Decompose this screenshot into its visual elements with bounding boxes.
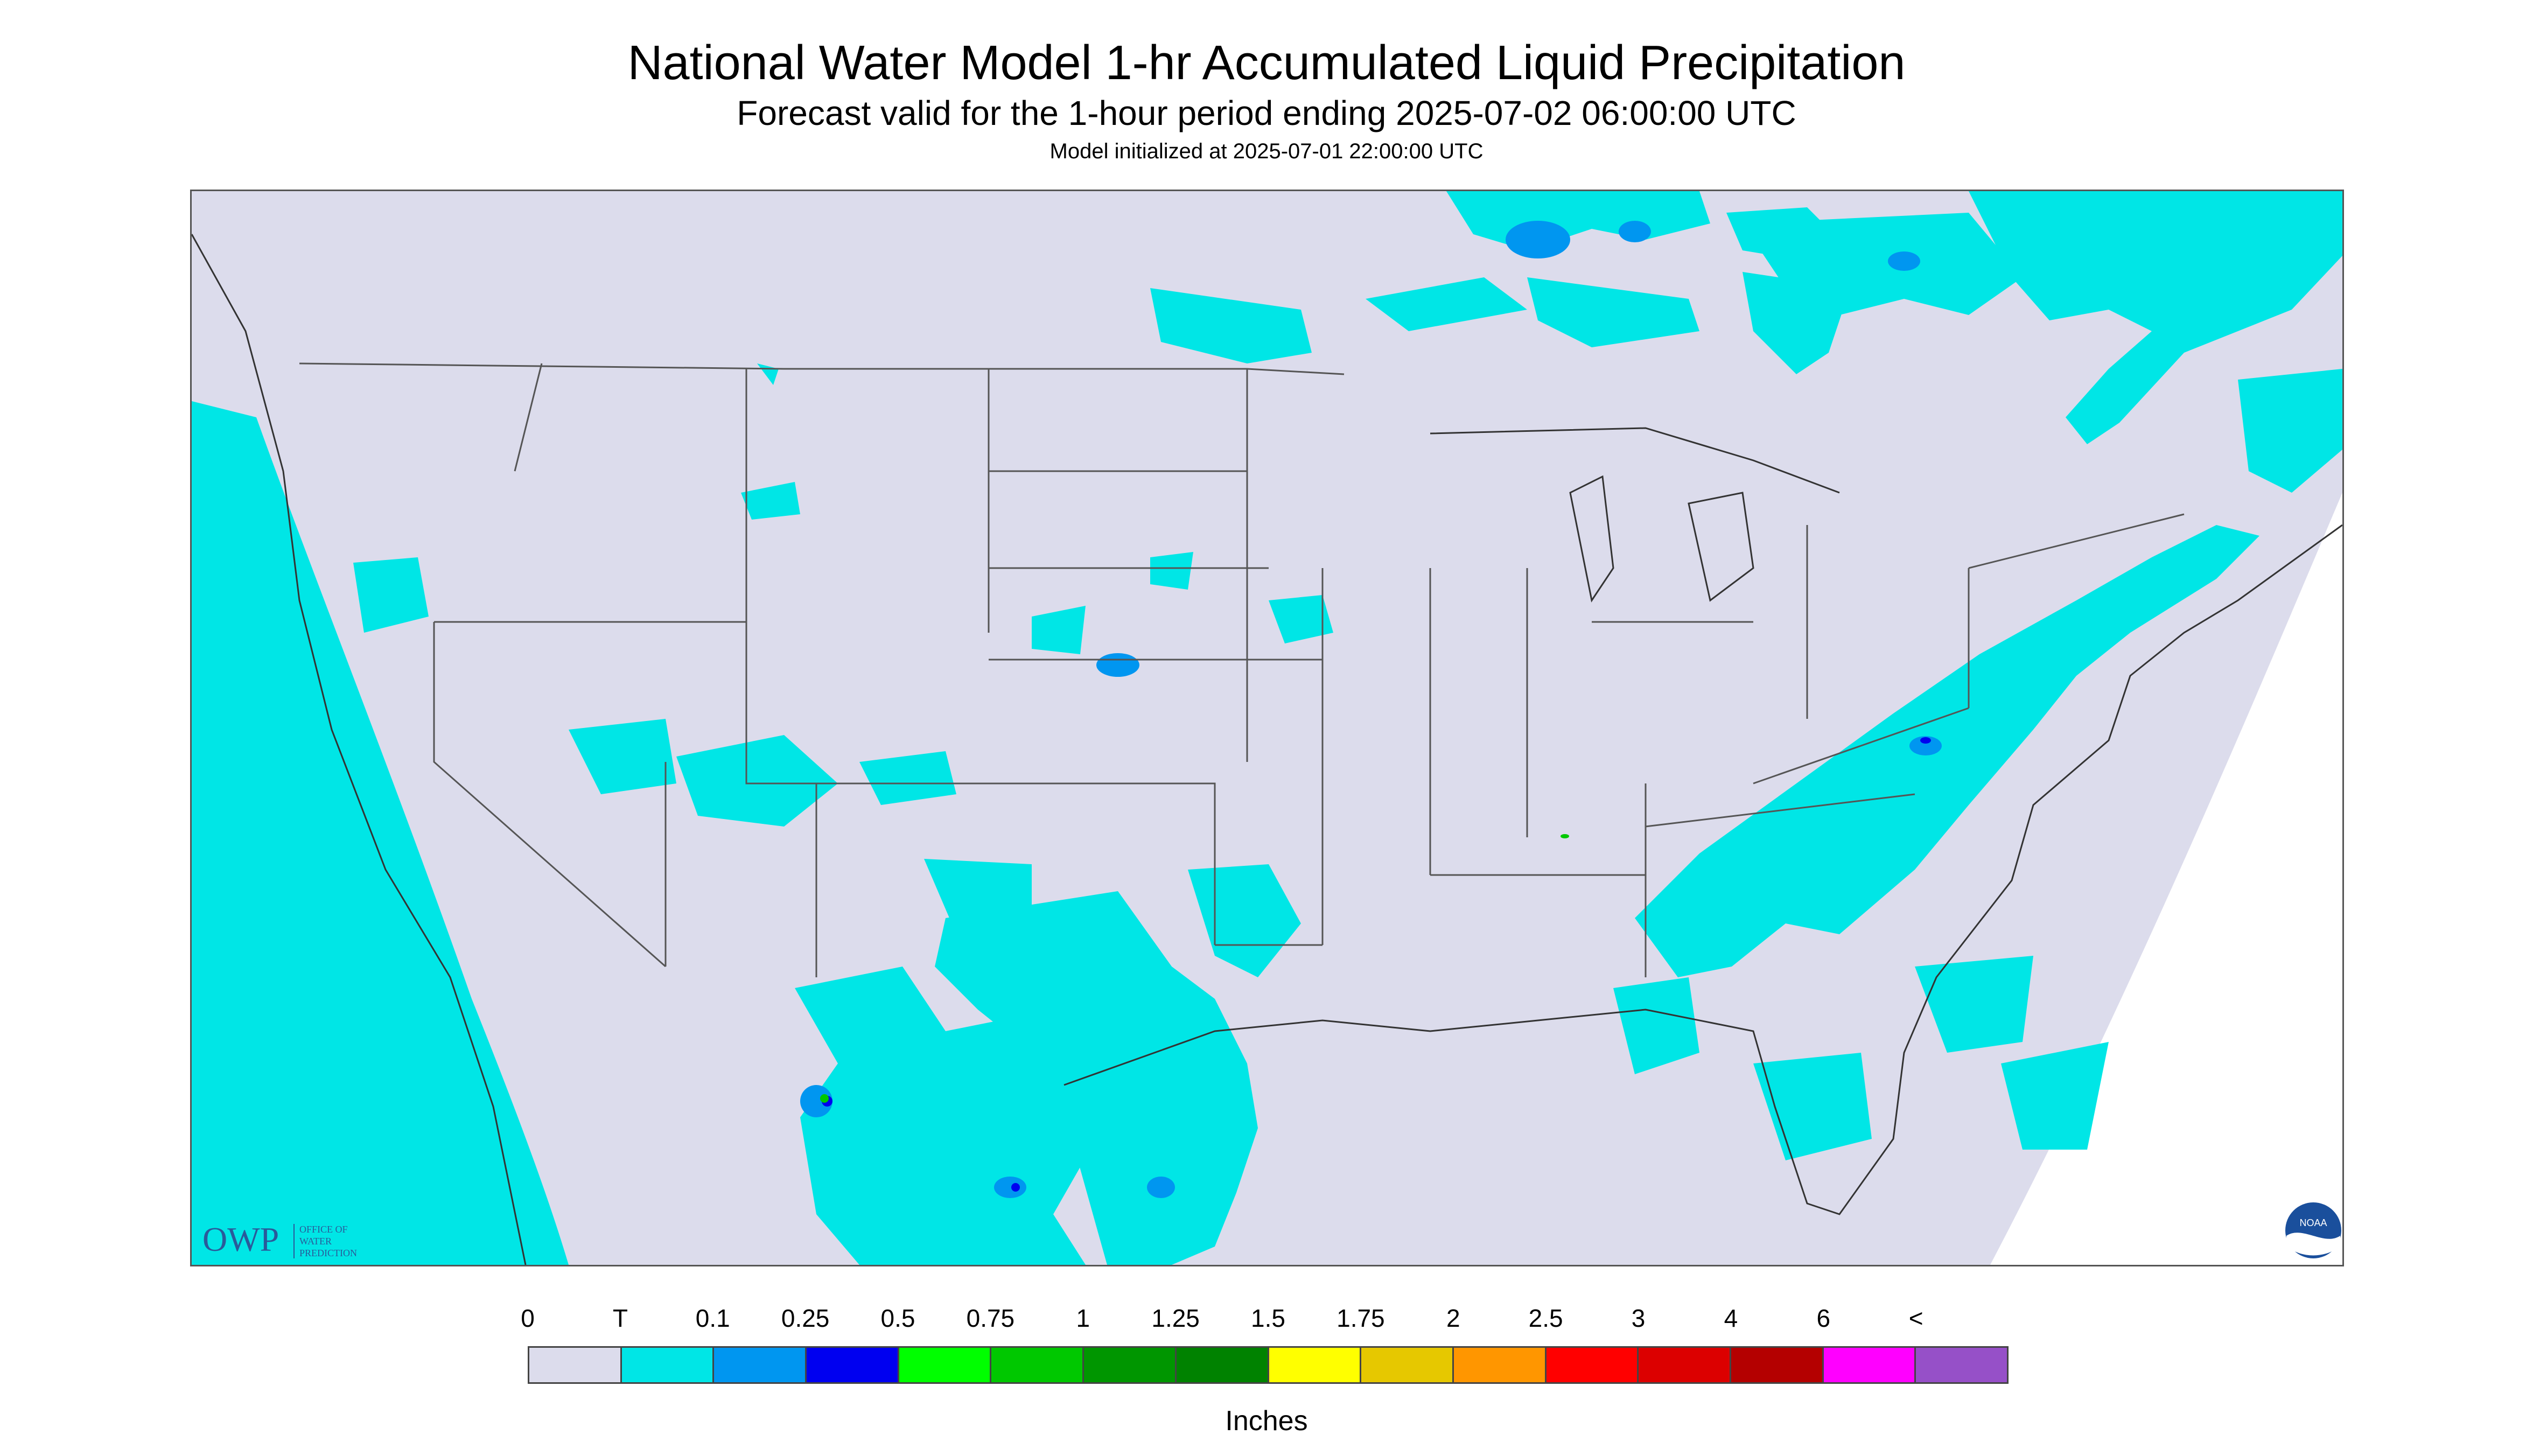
- legend-swatch: [714, 1348, 807, 1382]
- moderate-precip-cores: [800, 221, 1942, 1198]
- legend-swatch: [1916, 1348, 2007, 1382]
- owp-logo: OWP OFFICE OF WATER PREDICTION: [202, 1220, 357, 1258]
- legend-tick-label: 0.1: [695, 1304, 730, 1332]
- legend-swatch: [1823, 1348, 1916, 1382]
- legend-tick-label: 2: [1446, 1304, 1460, 1332]
- legend-swatch: [1176, 1348, 1269, 1382]
- legend-swatch: [1639, 1348, 1731, 1382]
- noaa-text: NOAA: [2299, 1217, 2327, 1228]
- legend-tick-label: 0.5: [880, 1304, 915, 1332]
- legend-tick-label: 3: [1631, 1304, 1646, 1332]
- map-title: National Water Model 1-hr Accumulated Li…: [627, 36, 1906, 90]
- owp-mark: OWP: [202, 1220, 279, 1258]
- northern-precip: [353, 191, 2342, 654]
- coastlines: [192, 234, 2342, 1265]
- legend-tick-label: 0: [521, 1304, 535, 1332]
- southern-precip: [569, 719, 1301, 1265]
- legend-tick-label: T: [612, 1304, 628, 1332]
- legend-swatch: [1453, 1348, 1547, 1382]
- legend-swatch: [1084, 1348, 1177, 1382]
- map-canvas: OWP OFFICE OF WATER PREDICTION NOAA: [192, 191, 2342, 1265]
- legend-swatch: [529, 1348, 622, 1382]
- legend-tick-label: 6: [1816, 1304, 1831, 1332]
- forecast-valid-subtitle: Forecast valid for the 1-hour period end…: [737, 94, 1796, 132]
- very-heavy-precip-cores: [820, 834, 1569, 1103]
- state-boundaries: [299, 362, 2185, 977]
- eastern-precip: [1613, 525, 2259, 1160]
- precipitation-map: OWP OFFICE OF WATER PREDICTION NOAA: [190, 190, 2344, 1266]
- legend-swatch: [991, 1348, 1084, 1382]
- legend-tick-label: 1.25: [1151, 1304, 1200, 1332]
- legend-units: Inches: [1225, 1405, 1308, 1437]
- legend-swatch: [1546, 1348, 1639, 1382]
- owp-text-2: WATER: [299, 1236, 332, 1247]
- legend-swatch: [1361, 1348, 1454, 1382]
- precip-color-legend: [528, 1346, 2009, 1384]
- legend-swatch: [1731, 1348, 1824, 1382]
- legend-tick-label: 4: [1724, 1304, 1738, 1332]
- legend-swatch: [621, 1348, 715, 1382]
- owp-text-3: PREDICTION: [299, 1248, 357, 1258]
- no-data-region-east: [1990, 191, 2342, 1265]
- legend-tick-label: 1.75: [1337, 1304, 1385, 1332]
- legend-tick-label: <: [1908, 1304, 1923, 1332]
- legend-swatch: [1269, 1348, 1362, 1382]
- legend-tick-label: 1: [1076, 1304, 1090, 1332]
- owp-text-1: OFFICE OF: [299, 1224, 348, 1235]
- legend-tick-label: 1.5: [1251, 1304, 1285, 1332]
- legend-tick-label: 0.75: [966, 1304, 1015, 1332]
- model-init-line: Model initialized at 2025-07-01 22:00:00…: [1049, 139, 1484, 163]
- legend-tick-label: 2.5: [1528, 1304, 1563, 1332]
- legend-tick-label: 0.25: [781, 1304, 830, 1332]
- legend-tick-labels: 0 T 0.1 0.25 0.5 0.75 1 1.25 1.5 1.75 2 2.5 3 4 6 <: [521, 1303, 2009, 1335]
- legend-swatch: [899, 1348, 992, 1382]
- noaa-logo-icon: NOAA: [2285, 1202, 2341, 1258]
- legend-swatch: [807, 1348, 899, 1382]
- pacific-precip-band-2: [192, 401, 472, 1265]
